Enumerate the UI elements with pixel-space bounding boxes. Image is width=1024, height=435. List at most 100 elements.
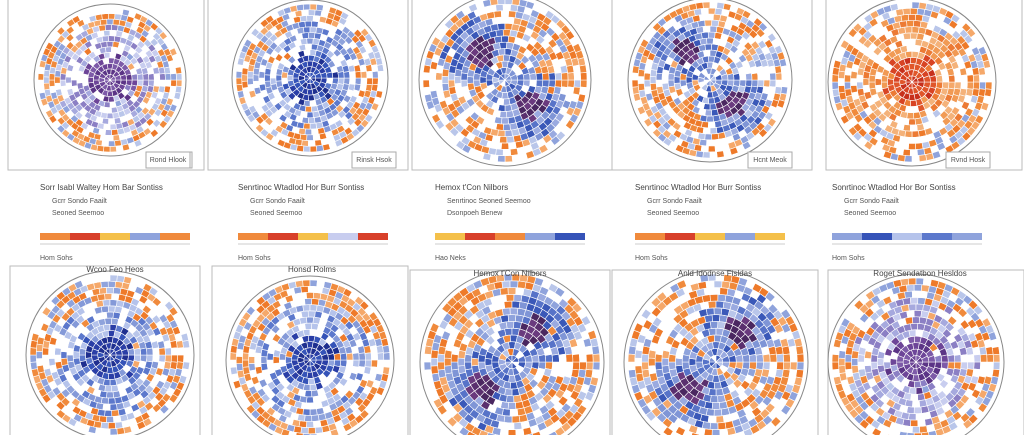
heatmap-cell <box>104 46 112 53</box>
heatmap-cell <box>704 19 713 27</box>
heatmap-cell <box>843 81 852 90</box>
heatmap-cell <box>104 317 113 325</box>
heatmap-cell <box>769 72 777 81</box>
heatmap-cell <box>592 361 601 371</box>
heatmap-cell <box>649 76 657 84</box>
heatmap-cell <box>99 18 108 26</box>
heatmap-cell <box>973 361 981 370</box>
heatmap-cell <box>985 81 993 90</box>
heatmap-cell <box>904 1 913 9</box>
heatmap-cell <box>911 105 920 114</box>
heatmap-cell <box>992 353 1001 363</box>
heatmap-cell <box>343 71 351 79</box>
heatmap-cell <box>37 73 45 81</box>
heatmap-cell <box>763 79 771 88</box>
heatmap-cell <box>107 280 116 288</box>
heatmap-cell <box>309 145 318 153</box>
heatmap-cell <box>301 139 309 147</box>
heatmap-cell <box>301 9 309 17</box>
heatmap-cell <box>430 357 438 367</box>
heatmap-cell <box>499 41 508 50</box>
heatmap-cell <box>100 421 109 430</box>
heatmap-cell <box>503 300 513 309</box>
heatmap-cell <box>960 361 969 370</box>
heatmap-cell <box>252 74 260 82</box>
heatmap-cell <box>109 7 117 15</box>
heatmap-cell <box>497 155 506 163</box>
heatmap-cell <box>979 74 987 83</box>
heatmap-cell <box>705 307 715 316</box>
heatmap-cell <box>782 361 791 371</box>
heatmap-cell <box>299 15 308 23</box>
heatmap-cell <box>982 59 991 69</box>
heatmap-cell <box>366 70 373 79</box>
heatmap-cell <box>850 84 858 94</box>
heatmap-cell <box>911 1 920 9</box>
heatmap-cell <box>159 73 166 81</box>
heatmap-cell <box>578 361 587 371</box>
heatmap-cell <box>979 361 988 371</box>
heatmap-cell <box>831 361 840 371</box>
heatmap-cell <box>108 95 115 103</box>
heatmap-cell <box>851 357 859 367</box>
heatmap-cell <box>513 421 523 431</box>
heatmap-cell <box>146 347 154 356</box>
heatmap-cell <box>911 155 920 163</box>
color-strip <box>40 233 70 240</box>
heatmap-cell <box>139 347 148 356</box>
color-strip <box>268 233 298 240</box>
heatmap-cell <box>425 376 435 387</box>
panel-legend: Hcnt Meok <box>753 157 787 164</box>
heatmap-cell <box>667 79 675 88</box>
heatmap-cell <box>715 415 725 424</box>
heatmap-cell <box>637 68 646 78</box>
heatmap-cell <box>709 321 719 329</box>
heatmap-cell <box>913 380 922 389</box>
heatmap-cell <box>37 85 46 94</box>
heatmap-cell <box>450 353 459 363</box>
heatmap-cell <box>493 10 502 19</box>
heatmap-cell <box>573 79 582 88</box>
heatmap-cell <box>900 14 910 22</box>
heatmap-cell <box>41 354 50 363</box>
heatmap-cell <box>31 368 40 378</box>
heatmap-cell <box>755 353 764 363</box>
heatmap-cell <box>713 408 723 417</box>
heatmap-cell <box>479 76 487 84</box>
heatmap-cell <box>703 428 713 435</box>
heatmap-cell <box>235 83 244 92</box>
heatmap-cell <box>346 352 354 361</box>
heatmap-cell <box>312 133 321 141</box>
heatmap-cell <box>908 329 917 338</box>
heatmap-cell <box>54 82 62 91</box>
heatmap-cell <box>838 365 847 374</box>
heatmap-cell <box>548 72 556 81</box>
heatmap-cell <box>572 361 581 371</box>
heatmap-cell <box>707 145 716 153</box>
heatmap-cell <box>709 103 718 111</box>
heatmap-cell <box>364 352 372 361</box>
heatmap-cell <box>377 77 385 86</box>
frame <box>211 265 409 435</box>
heatmap-cell <box>106 134 114 142</box>
heatmap-cell <box>681 361 690 370</box>
heatmap-cell <box>745 72 753 81</box>
heatmap-cell <box>252 80 260 89</box>
heatmap-cell <box>35 358 44 367</box>
heatmap-cell <box>501 117 509 125</box>
heatmap-cell <box>892 279 903 288</box>
heatmap-cell <box>109 29 117 37</box>
heatmap-cell <box>554 72 563 81</box>
heatmap-cell <box>96 7 105 16</box>
heatmap-cell <box>913 136 922 144</box>
heatmap-cell <box>856 74 864 83</box>
heatmap-cell <box>281 77 289 85</box>
heatmap-cell <box>447 72 456 81</box>
heatmap-cell <box>304 390 313 398</box>
heatmap-cell <box>585 361 594 371</box>
heatmap-cell <box>43 76 50 84</box>
heatmap-cell <box>364 359 372 368</box>
heatmap-cell <box>241 74 248 82</box>
heatmap-cell <box>164 354 172 363</box>
heatmap-cell <box>443 357 452 367</box>
